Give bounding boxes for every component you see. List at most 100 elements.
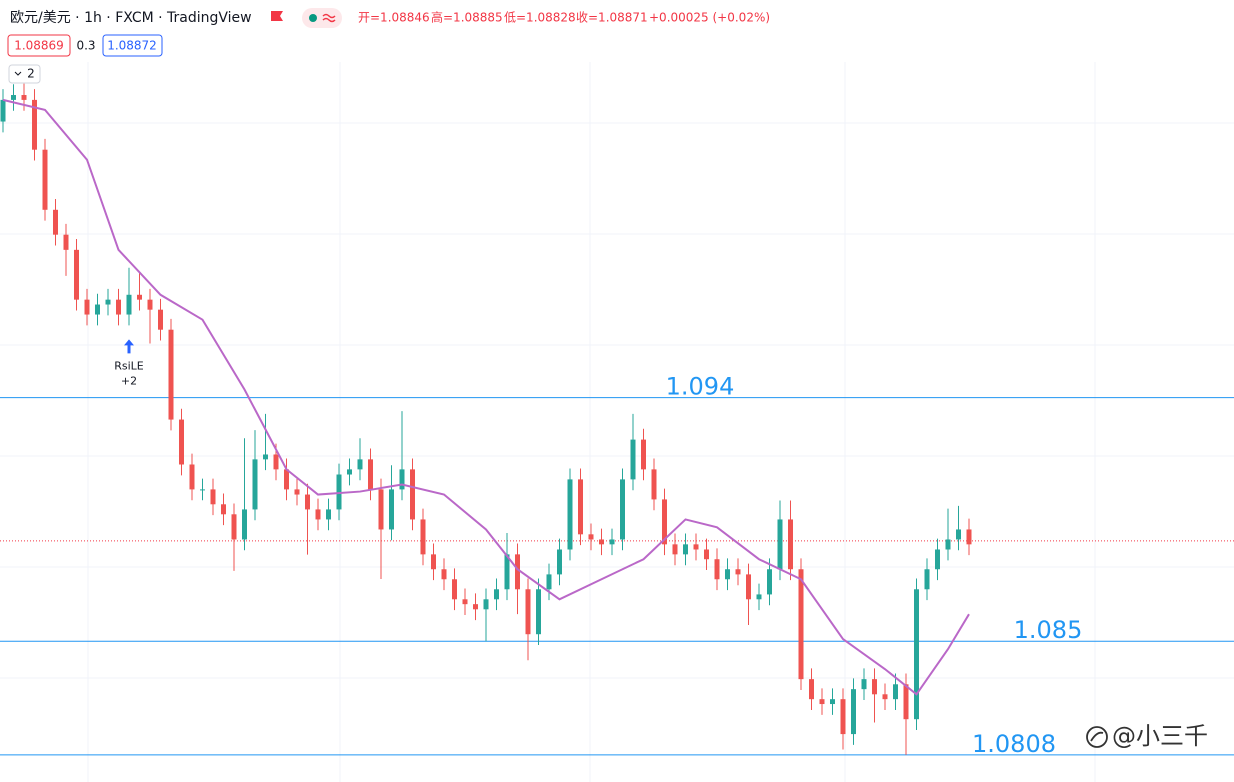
candle-body <box>966 529 972 545</box>
candle-body <box>924 569 930 590</box>
candle-body <box>105 299 111 305</box>
candle-body <box>294 489 300 495</box>
candle-body <box>914 589 919 720</box>
candle-body <box>735 569 741 575</box>
ask: 1.08872 <box>107 39 157 53</box>
ohlc-value: 低=1.08828 <box>504 11 576 25</box>
candle-body <box>630 439 636 480</box>
level-label: 1.094 <box>666 373 735 401</box>
candle-body <box>32 99 37 150</box>
signal-label: RsiLE <box>114 359 144 372</box>
candle-body <box>851 689 856 735</box>
candle-body <box>788 519 793 570</box>
candle-body <box>672 544 678 555</box>
candle-body <box>252 459 258 510</box>
candle-body <box>746 574 751 600</box>
status-pill[interactable] <box>302 8 342 28</box>
level-label: 1.085 <box>1014 616 1083 644</box>
ohlc-value: 开=1.08846 <box>358 11 430 25</box>
candle-body <box>378 489 384 530</box>
candle-body <box>399 469 405 490</box>
candle-body <box>53 209 58 235</box>
candle-body <box>126 294 132 315</box>
candle-body <box>525 589 531 635</box>
candle-body <box>0 99 6 122</box>
candle-body <box>557 549 562 575</box>
candle-body <box>231 514 237 540</box>
candle-body <box>567 479 573 550</box>
candle-body <box>704 549 709 560</box>
candle-body <box>683 544 688 555</box>
ohlc-legend: 开=1.08846 高=1.08885 低=1.08828 收=1.08871 +0.0… <box>358 10 770 25</box>
candle-body <box>462 599 468 605</box>
candle-body <box>588 534 594 540</box>
status-dot <box>309 14 317 22</box>
candle-body <box>336 474 342 510</box>
spread: 0.3 <box>76 39 95 53</box>
candle-body <box>168 329 174 420</box>
candle-body <box>599 539 604 545</box>
bid-box[interactable] <box>7 34 71 57</box>
watermark-logo <box>1086 726 1108 748</box>
candle-body <box>536 589 541 635</box>
candle-body <box>95 304 100 315</box>
candle-body <box>578 479 583 535</box>
candle-body <box>263 454 268 460</box>
indicator-toggle[interactable] <box>8 64 41 84</box>
candle-body <box>483 599 489 610</box>
candle-body <box>882 694 888 700</box>
candle-body <box>693 544 699 550</box>
candle-body <box>242 509 247 540</box>
flag-icon[interactable] <box>271 11 283 21</box>
candle-body <box>725 569 730 580</box>
candle-body <box>819 699 825 705</box>
candle-body <box>158 309 163 330</box>
candle-body <box>84 299 90 315</box>
candle-body <box>830 699 835 705</box>
candle-body <box>74 249 79 300</box>
candle-body <box>609 539 615 545</box>
candle-body <box>410 469 415 520</box>
watermark: @小三千 <box>1112 722 1208 750</box>
symbol-title: 欧元/美元 · 1h · FXCM · TradingView <box>10 10 252 26</box>
moving-average <box>2 98 970 696</box>
candle-body <box>189 464 195 490</box>
candle-body <box>284 469 289 490</box>
candle-body <box>945 539 951 550</box>
indicator-count: 2 <box>27 67 35 81</box>
grid <box>0 62 1234 782</box>
candle-body <box>756 594 762 600</box>
candle-body <box>431 554 436 570</box>
candle-body <box>210 489 216 505</box>
plot: 1.094 1.085 1.0808 RsiLE +2 <box>0 83 1234 758</box>
signal-count: +2 <box>121 374 137 387</box>
candle-body <box>504 554 510 590</box>
candle-body <box>11 95 16 100</box>
candle-body <box>326 509 331 520</box>
candle-body <box>21 95 27 100</box>
candle-body <box>315 509 321 520</box>
candle-body <box>200 489 205 491</box>
ask-box[interactable] <box>102 34 163 57</box>
candle-body <box>777 519 783 570</box>
candle-body <box>809 679 814 700</box>
candle-body <box>767 569 772 595</box>
candle-body <box>357 459 363 470</box>
candle-body <box>305 494 310 510</box>
candle-body <box>63 234 69 250</box>
candle-body <box>861 679 867 690</box>
candle-body <box>368 459 373 490</box>
signal-arrow <box>124 339 134 354</box>
chevron <box>14 71 22 76</box>
candle-body <box>893 684 898 700</box>
level-label: 1.0808 <box>972 730 1056 758</box>
candle-body <box>935 549 940 570</box>
candle-body <box>798 569 804 680</box>
bid: 1.08869 <box>14 39 64 53</box>
candle-body <box>620 479 625 540</box>
candle-body <box>347 469 352 475</box>
candle-body <box>221 504 226 515</box>
candle-body <box>515 554 520 590</box>
ohlc-value: 高=1.08885 <box>431 10 503 25</box>
